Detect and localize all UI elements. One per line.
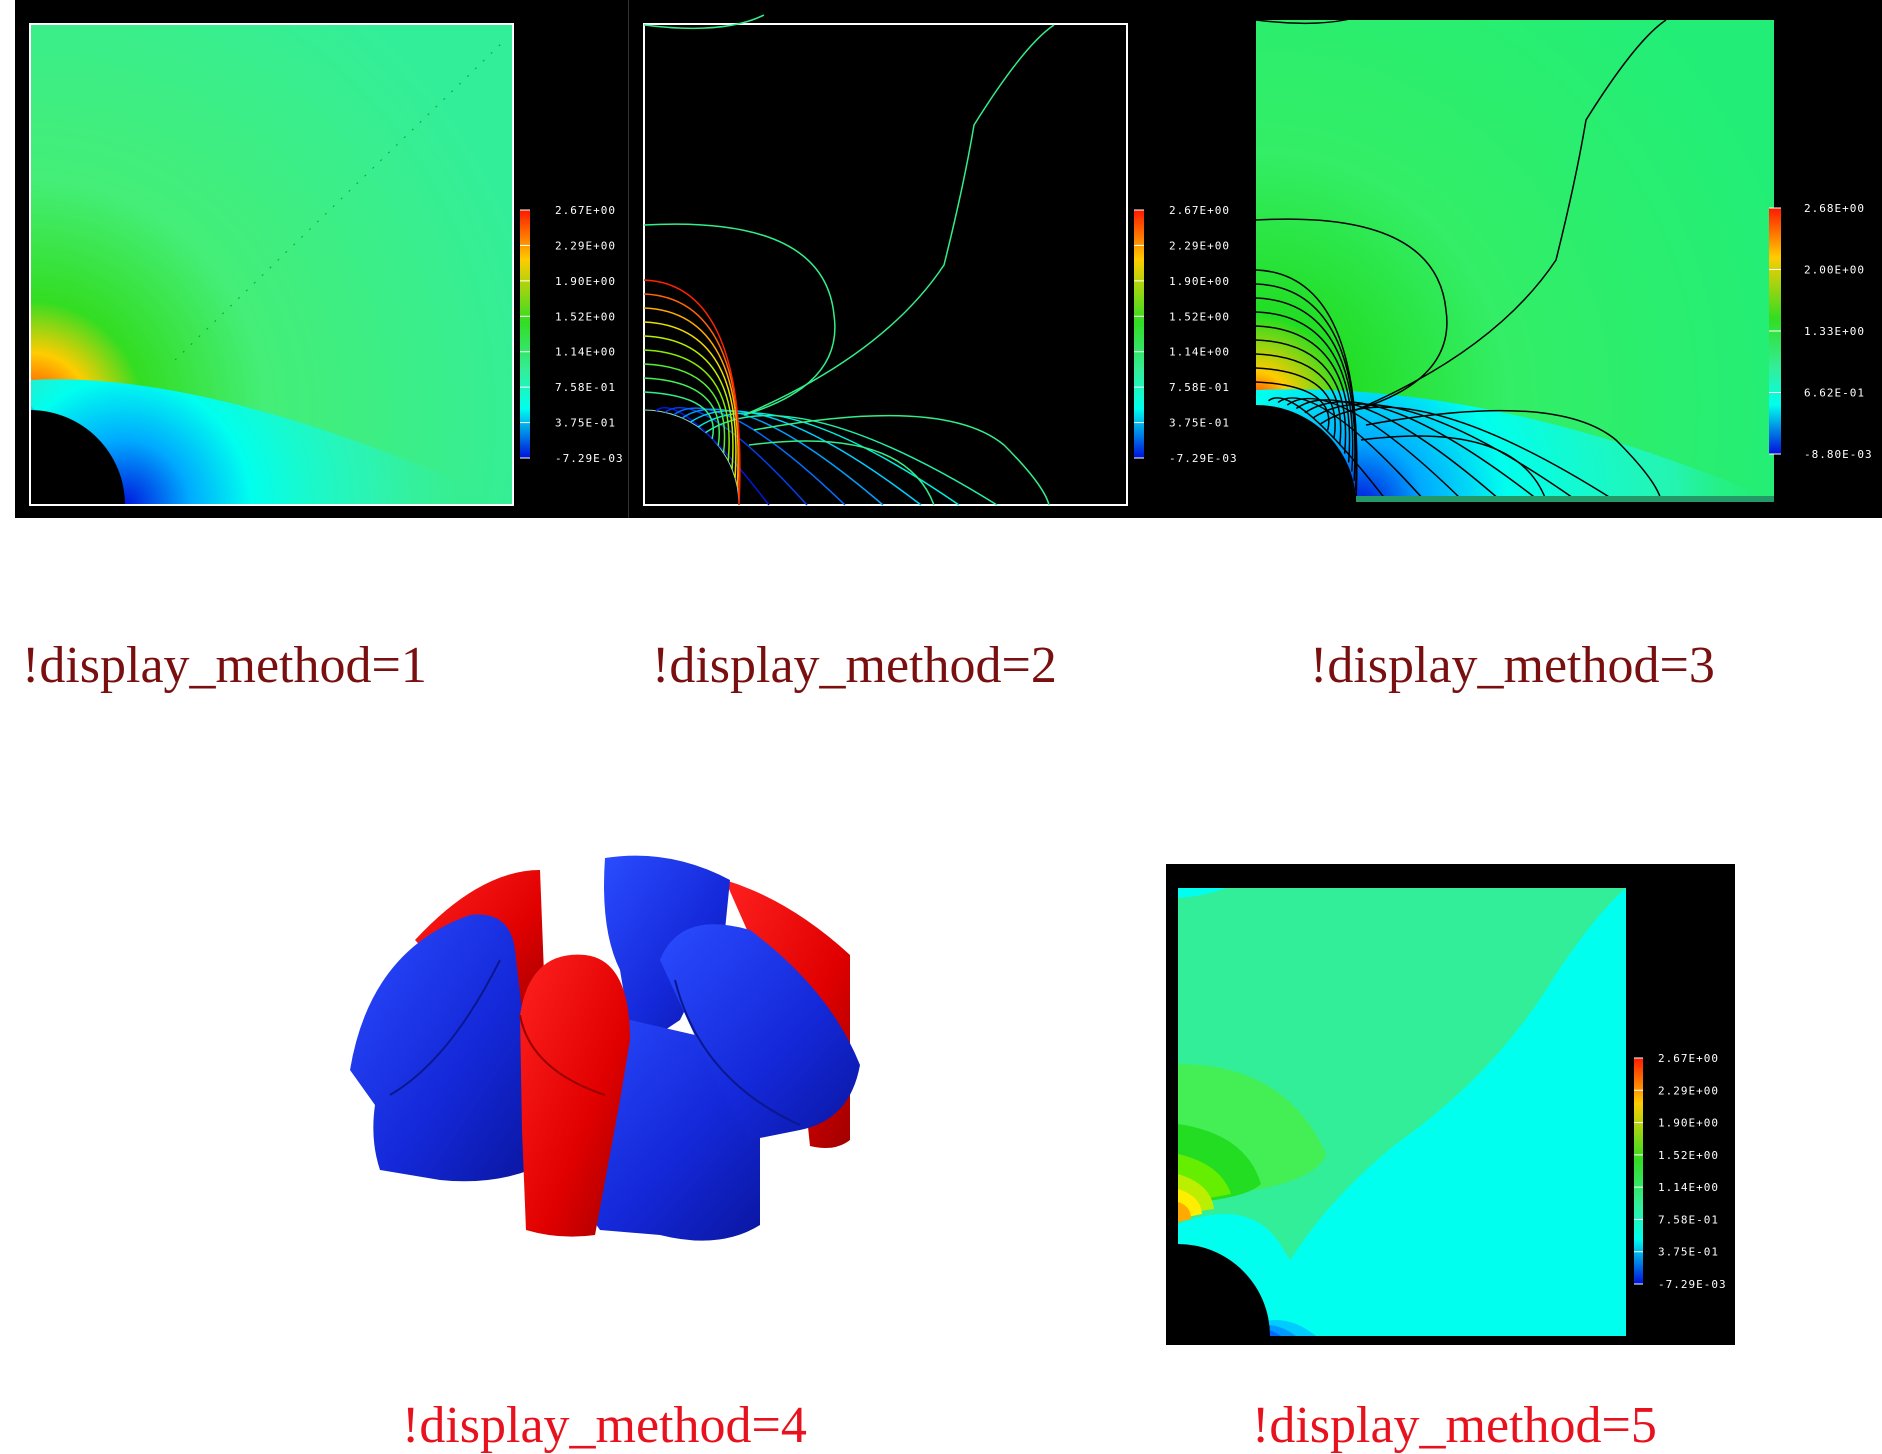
blue-iso-lobe xyxy=(350,914,530,1182)
contour-line xyxy=(643,335,734,470)
legend-label: 6.62E-01 xyxy=(1804,387,1865,400)
legend-color-bar xyxy=(1634,1058,1643,1284)
contour-line xyxy=(643,223,836,416)
contour-line xyxy=(681,408,884,506)
contour-line xyxy=(1255,353,1342,446)
contour-line xyxy=(643,279,741,506)
color-legend: 2.68E+00 2.00E+00 1.33E+00 6.62E-01 -8.80E-0… xyxy=(1769,202,1873,461)
legend-color-bar xyxy=(1134,210,1144,458)
legend-label: 2.67E+00 xyxy=(1169,204,1230,217)
legend-label: 1.52E+00 xyxy=(555,310,616,323)
legend-label: 7.58E-01 xyxy=(555,381,616,394)
legend-label: 2.00E+00 xyxy=(1804,264,1865,277)
contour-line xyxy=(1255,311,1354,472)
contour-line xyxy=(1255,381,1330,431)
contour-line xyxy=(643,377,720,446)
caption-display-method-4: !display_method=4 xyxy=(402,1397,807,1454)
legend-label: 1.52E+00 xyxy=(1169,310,1230,323)
legend-label: 1.90E+00 xyxy=(1658,1117,1719,1130)
panel-display-method-1: 2.67E+00 2.29E+00 1.90E+00 1.52E+00 1.14E+00… xyxy=(15,0,628,518)
legend-label: 2.67E+00 xyxy=(555,204,616,217)
panel-display-method-2: 2.67E+00 2.29E+00 1.90E+00 1.52E+00 1.14E+00… xyxy=(628,0,1242,518)
caption-display-method-5: !display_method=5 xyxy=(1252,1397,1657,1454)
contour-line xyxy=(1360,435,1547,501)
contour-line xyxy=(748,440,935,506)
panel-display-method-3: 2.68E+00 2.00E+00 1.33E+00 6.62E-01 -8.80E-0… xyxy=(1241,0,1882,518)
legend-label: 7.58E-01 xyxy=(1169,381,1230,394)
color-legend: 2.67E+00 2.29E+00 1.90E+00 1.52E+00 1.14E+00… xyxy=(1634,1052,1727,1291)
contour-line xyxy=(643,349,730,462)
caption-display-method-2: !display_method=2 xyxy=(652,637,1057,694)
contour-line xyxy=(655,407,770,506)
legend-label: 2.68E+00 xyxy=(1804,202,1865,215)
contour-line xyxy=(697,412,960,506)
caption-display-method-1: !display_method=1 xyxy=(22,637,427,694)
contour-line xyxy=(1255,269,1358,501)
legend-label: 1.14E+00 xyxy=(555,346,616,359)
contour-line xyxy=(643,363,726,454)
blue-iso-lobe xyxy=(660,924,860,1140)
legend-label: 7.58E-01 xyxy=(1658,1213,1719,1226)
red-iso-lobe xyxy=(520,954,630,1237)
contour-line xyxy=(1268,397,1387,501)
contour-line xyxy=(1295,399,1501,501)
legend-label: 2.29E+00 xyxy=(555,239,616,252)
contour-line xyxy=(1255,9,1377,25)
legend-label: 1.33E+00 xyxy=(1804,325,1865,338)
legend-label: 1.90E+00 xyxy=(1169,275,1230,288)
legend-label: 2.67E+00 xyxy=(1658,1052,1719,1065)
legend-label: -7.29E-03 xyxy=(555,452,624,465)
legend-label: 1.14E+00 xyxy=(1169,346,1230,359)
contour-line xyxy=(743,24,1055,416)
legend-label: 1.90E+00 xyxy=(555,275,616,288)
caption-display-method-3: !display_method=3 xyxy=(1310,637,1715,694)
filled-contour-plot xyxy=(1255,9,1774,502)
contour-line xyxy=(1255,218,1448,411)
contour-line xyxy=(643,307,739,487)
legend-color-bar xyxy=(520,210,530,458)
contour-line xyxy=(1255,367,1336,438)
legend-label: 1.52E+00 xyxy=(1658,1149,1719,1162)
legend-label: 3.75E-01 xyxy=(555,417,616,430)
panel-display-method-5: 2.67E+00 2.29E+00 1.90E+00 1.52E+00 1.14E+00… xyxy=(1166,864,1735,1345)
color-legend: 2.67E+00 2.29E+00 1.90E+00 1.52E+00 1.14E+00… xyxy=(520,204,624,465)
contour-line xyxy=(1277,397,1425,501)
legend-label: 3.75E-01 xyxy=(1169,417,1230,430)
legend-label: -7.29E-03 xyxy=(1658,1278,1727,1291)
contour-line xyxy=(1255,297,1356,481)
contour-line xyxy=(1365,409,1662,501)
contour-line xyxy=(643,391,714,439)
contour-line xyxy=(705,414,998,506)
legend-label: -7.29E-03 xyxy=(1169,452,1238,465)
smooth-field-plot xyxy=(29,23,514,506)
contour-line xyxy=(1355,19,1667,411)
legend-label: 2.29E+00 xyxy=(1169,239,1230,252)
legend-label: 3.75E-01 xyxy=(1658,1246,1719,1259)
color-legend: 2.67E+00 2.29E+00 1.90E+00 1.52E+00 1.14E+00… xyxy=(1134,204,1238,465)
contour-line xyxy=(1255,325,1351,463)
contour-line-plot xyxy=(643,14,1128,506)
contour-line xyxy=(1312,403,1577,501)
contour-line xyxy=(643,321,737,478)
legend-label: -8.80E-03 xyxy=(1804,448,1873,461)
contour-line xyxy=(1255,339,1347,454)
legend-label: 2.29E+00 xyxy=(1658,1084,1719,1097)
contour-line xyxy=(643,14,765,30)
iso-surface-3d-render xyxy=(350,855,860,1241)
banded-contour-plot xyxy=(1178,888,1626,1336)
contour-line xyxy=(673,407,846,506)
contour-line xyxy=(753,414,1050,506)
legend-label: 1.14E+00 xyxy=(1658,1181,1719,1194)
